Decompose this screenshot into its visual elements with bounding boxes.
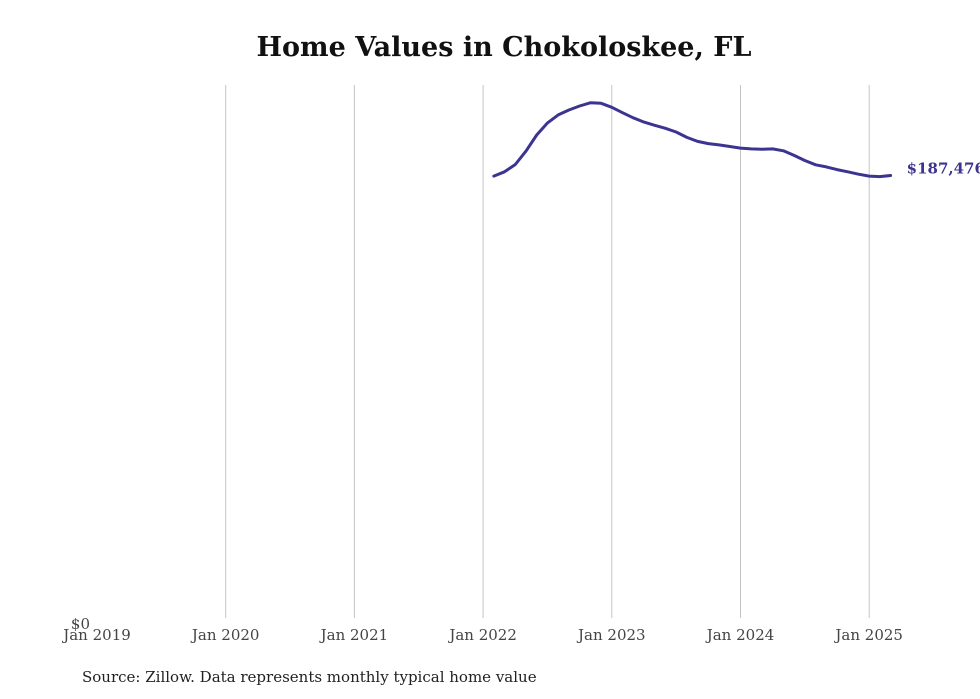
x-tick-label: Jan 2023 [576,626,646,644]
chart-title: Home Values in Chokoloskee, FL [256,32,752,63]
x-tick-label: Jan 2024 [705,626,775,644]
source-note: Source: Zillow. Data represents monthly … [82,668,537,686]
gridlines [225,85,870,618]
x-tick-label: Jan 2019 [61,626,131,644]
x-tick-label: Jan 2021 [319,626,389,644]
x-tick-label: Jan 2020 [190,626,260,644]
y-tick-label: $0 [71,615,90,633]
x-tick-label: Jan 2025 [833,626,903,644]
axis-labels: Jan 2019 Jan 2020 Jan 2021 Jan 2022 Jan 2023… [61,615,903,644]
end-value-label: $187,476 [907,160,980,178]
x-tick-label: Jan 2022 [447,626,517,644]
series-line [492,101,893,179]
series-layer: $187,476 [492,101,980,179]
